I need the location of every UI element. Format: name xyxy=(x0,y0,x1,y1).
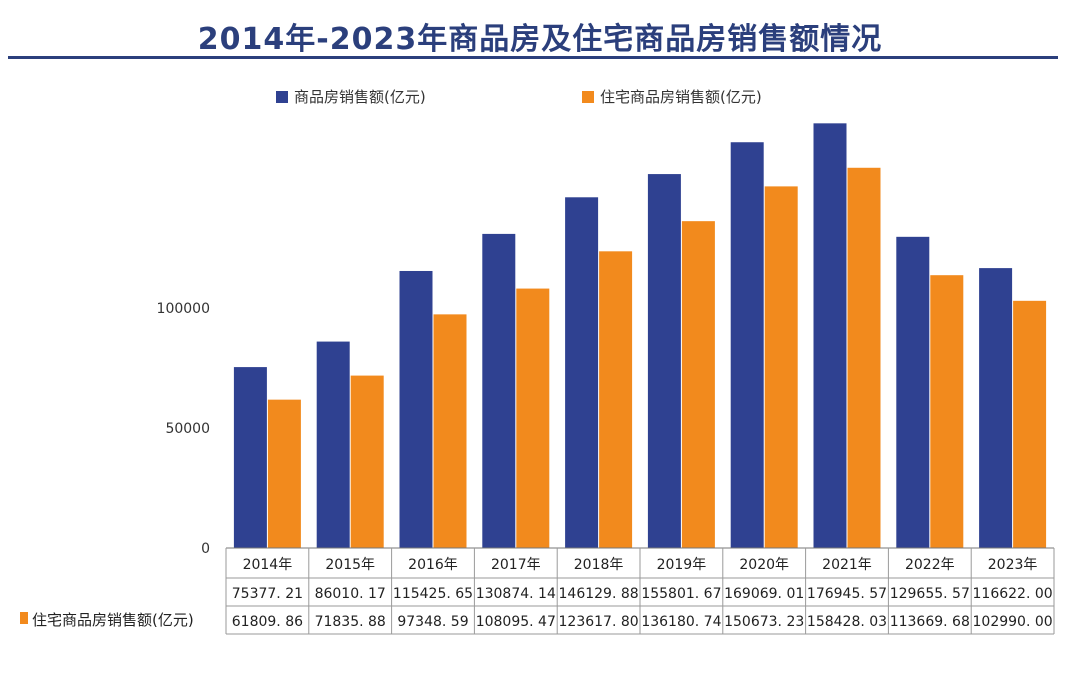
data-label-commercial: 116622. 00 xyxy=(973,586,1053,602)
data-label-residential: 150673. 23 xyxy=(724,614,804,630)
data-label-residential: 61809. 86 xyxy=(232,614,303,630)
y-tick-label: 0 xyxy=(201,541,210,557)
legend-label-commercial: 商品房销售额(亿元) xyxy=(294,88,426,106)
data-label-commercial: 86010. 17 xyxy=(315,586,386,602)
bar-residential xyxy=(681,221,715,548)
x-tick-label: 2022年 xyxy=(905,557,955,573)
chart-title: 2014年-2023年商品房及住宅商品房销售额情况 xyxy=(197,22,883,57)
data-label-residential: 136180. 74 xyxy=(641,614,721,630)
bar-commercial xyxy=(647,174,681,548)
bar-commercial xyxy=(233,367,267,548)
table-row-label-residential: 住宅商品房销售额(亿元) xyxy=(32,611,194,629)
data-label-residential: 97348. 59 xyxy=(397,614,468,630)
y-tick-label: 50000 xyxy=(165,421,210,437)
legend-label-residential: 住宅商品房销售额(亿元) xyxy=(600,88,762,106)
y-tick-label: 100000 xyxy=(157,301,210,317)
bar-commercial xyxy=(979,268,1013,548)
x-tick-label: 2023年 xyxy=(988,557,1038,573)
data-label-commercial: 75377. 21 xyxy=(232,586,303,602)
data-label-residential: 113669. 68 xyxy=(890,614,970,630)
bar-residential xyxy=(930,275,964,548)
bar-commercial xyxy=(896,236,930,548)
data-label-commercial: 155801. 67 xyxy=(641,586,721,602)
bar-commercial xyxy=(813,123,847,549)
table-legend-swatch-residential xyxy=(20,612,28,624)
legend-swatch-commercial xyxy=(276,91,288,103)
bar-commercial xyxy=(565,197,599,549)
x-tick-label: 2014年 xyxy=(243,557,293,573)
bar-residential xyxy=(599,251,633,549)
data-label-commercial: 169069. 01 xyxy=(724,586,804,602)
data-label-commercial: 146129. 88 xyxy=(559,586,639,602)
title-underline xyxy=(8,56,1058,59)
data-label-residential: 123617. 80 xyxy=(559,614,639,630)
bar-residential xyxy=(516,288,550,548)
legend-swatch-residential xyxy=(582,91,594,103)
bar-residential xyxy=(433,314,467,548)
x-tick-label: 2019年 xyxy=(657,557,707,573)
bar-commercial xyxy=(482,233,516,548)
bar-residential xyxy=(764,186,798,548)
x-tick-label: 2021年 xyxy=(822,557,872,573)
x-tick-label: 2015年 xyxy=(325,557,375,573)
legend-item-residential: 住宅商品房销售额(亿元) xyxy=(582,86,762,107)
bar-commercial xyxy=(730,142,764,548)
bar-residential xyxy=(350,375,384,548)
legend-item-commercial: 商品房销售额(亿元) xyxy=(276,86,426,107)
data-label-residential: 102990. 00 xyxy=(973,614,1053,630)
data-label-commercial: 129655. 57 xyxy=(890,586,970,602)
x-tick-label: 2020年 xyxy=(739,557,789,573)
data-label-residential: 71835. 88 xyxy=(315,614,386,630)
x-tick-label: 2018年 xyxy=(574,557,624,573)
x-tick-label: 2016年 xyxy=(408,557,458,573)
x-tick-label: 2017年 xyxy=(491,557,541,573)
data-label-commercial: 115425. 65 xyxy=(393,586,473,602)
bar-commercial xyxy=(399,270,433,548)
data-label-residential: 158428. 03 xyxy=(807,614,887,630)
bar-residential xyxy=(1013,300,1047,548)
bar-residential xyxy=(847,167,881,548)
data-label-commercial: 176945. 57 xyxy=(807,586,887,602)
data-label-residential: 108095. 47 xyxy=(476,614,556,630)
bar-residential xyxy=(267,399,301,548)
data-label-commercial: 130874. 14 xyxy=(476,586,556,602)
bar-commercial xyxy=(316,341,350,548)
